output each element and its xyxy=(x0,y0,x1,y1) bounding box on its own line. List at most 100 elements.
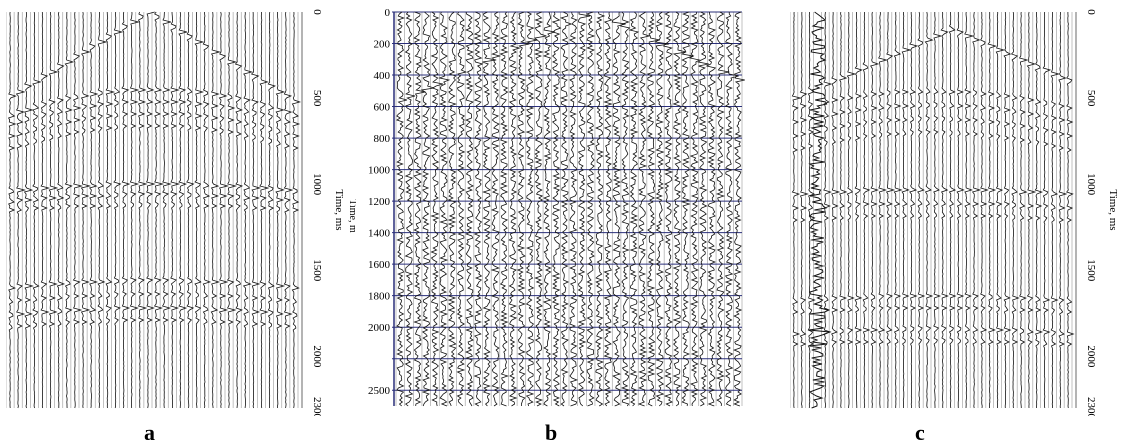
seismic-trace xyxy=(15,12,26,409)
tick-label: 1200 xyxy=(368,196,391,208)
seismic-trace xyxy=(917,11,926,409)
tick-label: 2500 xyxy=(368,385,391,397)
seismic-trace xyxy=(23,11,34,409)
seismic-trace xyxy=(862,12,871,409)
seismic-trace xyxy=(482,11,497,407)
seismic-trace xyxy=(628,11,640,407)
seismic-trace xyxy=(987,12,997,408)
seismic-trace xyxy=(194,11,205,409)
tick-label: 1400 xyxy=(368,228,391,240)
panel-label-a: a xyxy=(144,420,155,445)
seismic-trace xyxy=(259,11,270,409)
seismic-trace xyxy=(948,12,957,409)
seismic-trace xyxy=(88,11,99,409)
seismic-trace xyxy=(637,11,651,407)
seismic-trace xyxy=(715,11,730,407)
seismic-trace xyxy=(456,11,468,407)
seismic-trace xyxy=(568,11,578,407)
seismic-trace xyxy=(995,12,1006,408)
seismic-trace xyxy=(105,11,116,409)
seismic-trace xyxy=(697,11,709,407)
seismic-trace xyxy=(924,11,934,409)
seismic-trace xyxy=(956,12,965,409)
seismic-trace xyxy=(72,11,84,409)
seismic-trace xyxy=(533,11,547,407)
tick-label: 400 xyxy=(374,70,391,82)
axis-title: Time, ms xyxy=(333,189,345,230)
seismic-trace xyxy=(909,12,919,409)
tick-label: 2300 xyxy=(1085,397,1097,416)
seismic-trace xyxy=(688,11,701,407)
tick-label: 0 xyxy=(311,9,323,15)
tick-label: 1000 xyxy=(311,173,323,196)
seismic-trace xyxy=(129,11,140,409)
seismic-trace xyxy=(846,11,857,409)
traces xyxy=(791,11,1075,409)
seismic-trace xyxy=(654,11,670,407)
seismic-trace xyxy=(1042,11,1052,409)
seismic-trace xyxy=(413,11,426,407)
tick-label: 600 xyxy=(374,102,391,114)
tick-label: 1500 xyxy=(1085,259,1097,282)
seismic-trace xyxy=(121,11,131,409)
grid-lines xyxy=(5,12,299,408)
seismic-trace xyxy=(465,11,474,407)
panel-label-c: c xyxy=(915,420,925,445)
seismic-trace xyxy=(1026,11,1037,409)
grid-lines xyxy=(789,12,1073,408)
seismic-trace xyxy=(56,11,66,408)
seismic-trace xyxy=(1050,11,1061,409)
traces xyxy=(395,11,745,407)
seismic-trace xyxy=(430,11,444,407)
time-axis: 0 500 1000 1500 2000 2300 Time, ms xyxy=(301,9,345,420)
seismic-trace xyxy=(940,11,949,409)
seismic-trace xyxy=(395,11,408,407)
seismic-trace xyxy=(799,11,809,408)
seismic-trace xyxy=(40,11,51,409)
seismic-trace xyxy=(153,11,165,409)
seismogram-c-plot: 0 500 1000 1500 2000 2300 Time, ms xyxy=(789,9,1119,420)
seismic-trace xyxy=(473,11,484,407)
seismic-trace xyxy=(854,11,863,408)
seismic-trace xyxy=(146,11,156,409)
traces xyxy=(8,11,302,409)
axis-title-b: Time, m xyxy=(347,199,356,233)
seismic-trace xyxy=(420,11,435,407)
seismic-trace xyxy=(438,11,451,407)
seismic-trace xyxy=(32,11,42,409)
seismic-trace xyxy=(964,11,975,409)
seismic-trace xyxy=(603,11,613,407)
seismic-trace xyxy=(542,11,555,407)
seismic-trace xyxy=(97,11,108,409)
seismic-trace xyxy=(275,11,286,409)
seismic-trace xyxy=(620,11,631,407)
seismic-trace xyxy=(234,11,244,409)
seismic-trace xyxy=(893,11,903,408)
tick-label: 200 xyxy=(374,39,391,51)
tick-label: 800 xyxy=(374,133,391,145)
seismic-trace xyxy=(48,11,59,409)
seismic-trace xyxy=(291,11,302,409)
seismic-trace xyxy=(226,11,238,409)
tick-label: 1000 xyxy=(1085,173,1097,196)
seismic-trace xyxy=(577,11,591,407)
seismic-trace xyxy=(242,11,254,409)
seismic-trace xyxy=(1010,11,1020,409)
seismic-trace xyxy=(218,11,230,409)
tick-label: 1000 xyxy=(368,165,391,177)
seismic-trace xyxy=(672,11,687,407)
seismic-trace xyxy=(839,11,848,409)
seismic-trace xyxy=(681,11,695,407)
seismic-trace xyxy=(595,11,606,407)
seismic-trace xyxy=(210,11,221,409)
tick-label: 0 xyxy=(385,7,391,19)
tick-label: 0 xyxy=(1085,9,1097,15)
seismic-trace xyxy=(971,11,982,409)
seismic-trace xyxy=(724,11,739,407)
panel-label-b: b xyxy=(545,420,558,445)
tick-label: 1600 xyxy=(368,259,391,271)
tick-label: 2000 xyxy=(311,345,323,368)
seismic-trace xyxy=(885,12,896,409)
